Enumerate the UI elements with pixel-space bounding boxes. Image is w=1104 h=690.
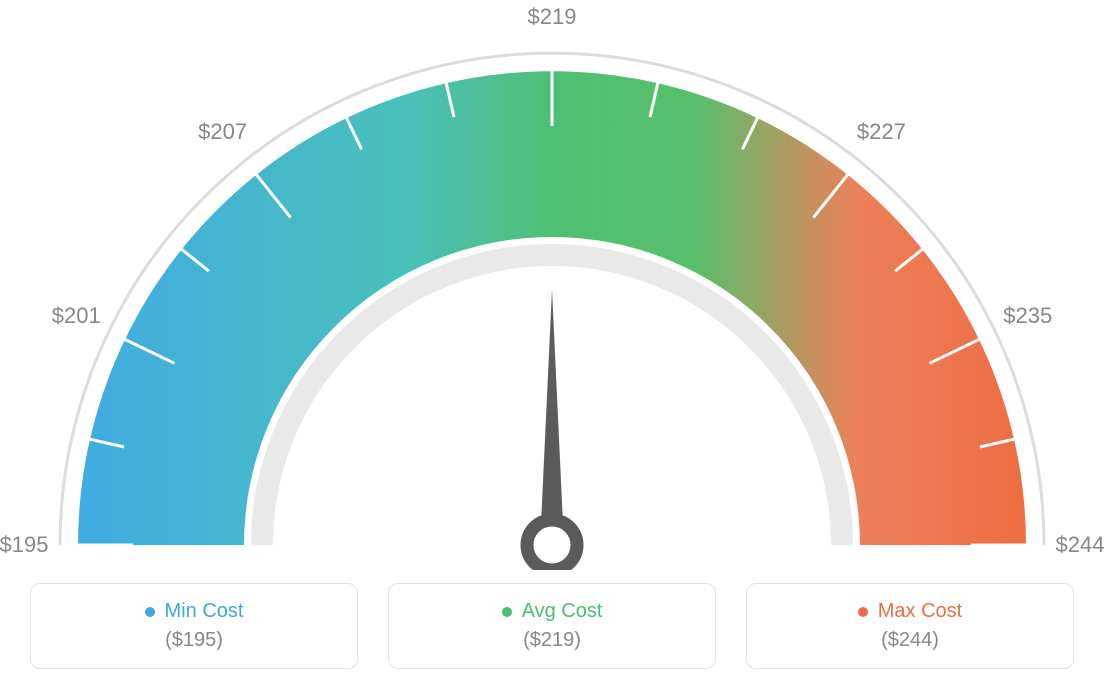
gauge-tick-label: $195	[0, 532, 48, 558]
legend-label: Avg Cost	[522, 600, 603, 623]
legend-value: ($219)	[523, 629, 581, 652]
gauge-needle	[540, 290, 564, 545]
gauge-tick-label: $227	[857, 119, 906, 145]
gauge-tick-label: $235	[1003, 303, 1052, 329]
gauge-svg	[0, 0, 1104, 570]
gauge-tick-label: $219	[528, 4, 577, 30]
legend-card-avg-cost: Avg Cost ($219)	[388, 583, 716, 669]
legend-title: Avg Cost	[502, 600, 603, 623]
gauge-needle-hub	[527, 520, 577, 570]
legend-label: Min Cost	[165, 600, 244, 623]
legend-dot-icon	[145, 607, 155, 617]
legend-value: ($244)	[881, 629, 939, 652]
gauge-tick-label: $207	[198, 119, 247, 145]
legend-card-max-cost: Max Cost ($244)	[746, 583, 1074, 669]
legend-label: Max Cost	[878, 600, 962, 623]
cost-gauge: $195 $201 $207 $219 $227 $235 $244	[0, 0, 1104, 570]
legend-title: Min Cost	[145, 600, 244, 623]
legend-card-min-cost: Min Cost ($195)	[30, 583, 358, 669]
legend-dot-icon	[502, 607, 512, 617]
legend-dot-icon	[858, 607, 868, 617]
legend-value: ($195)	[165, 629, 223, 652]
legend-row: Min Cost ($195) Avg Cost ($219) Max Cost ($24…	[0, 580, 1104, 690]
gauge-tick-label: $201	[52, 303, 101, 329]
gauge-tick-label: $244	[1056, 532, 1104, 558]
legend-title: Max Cost	[858, 600, 962, 623]
